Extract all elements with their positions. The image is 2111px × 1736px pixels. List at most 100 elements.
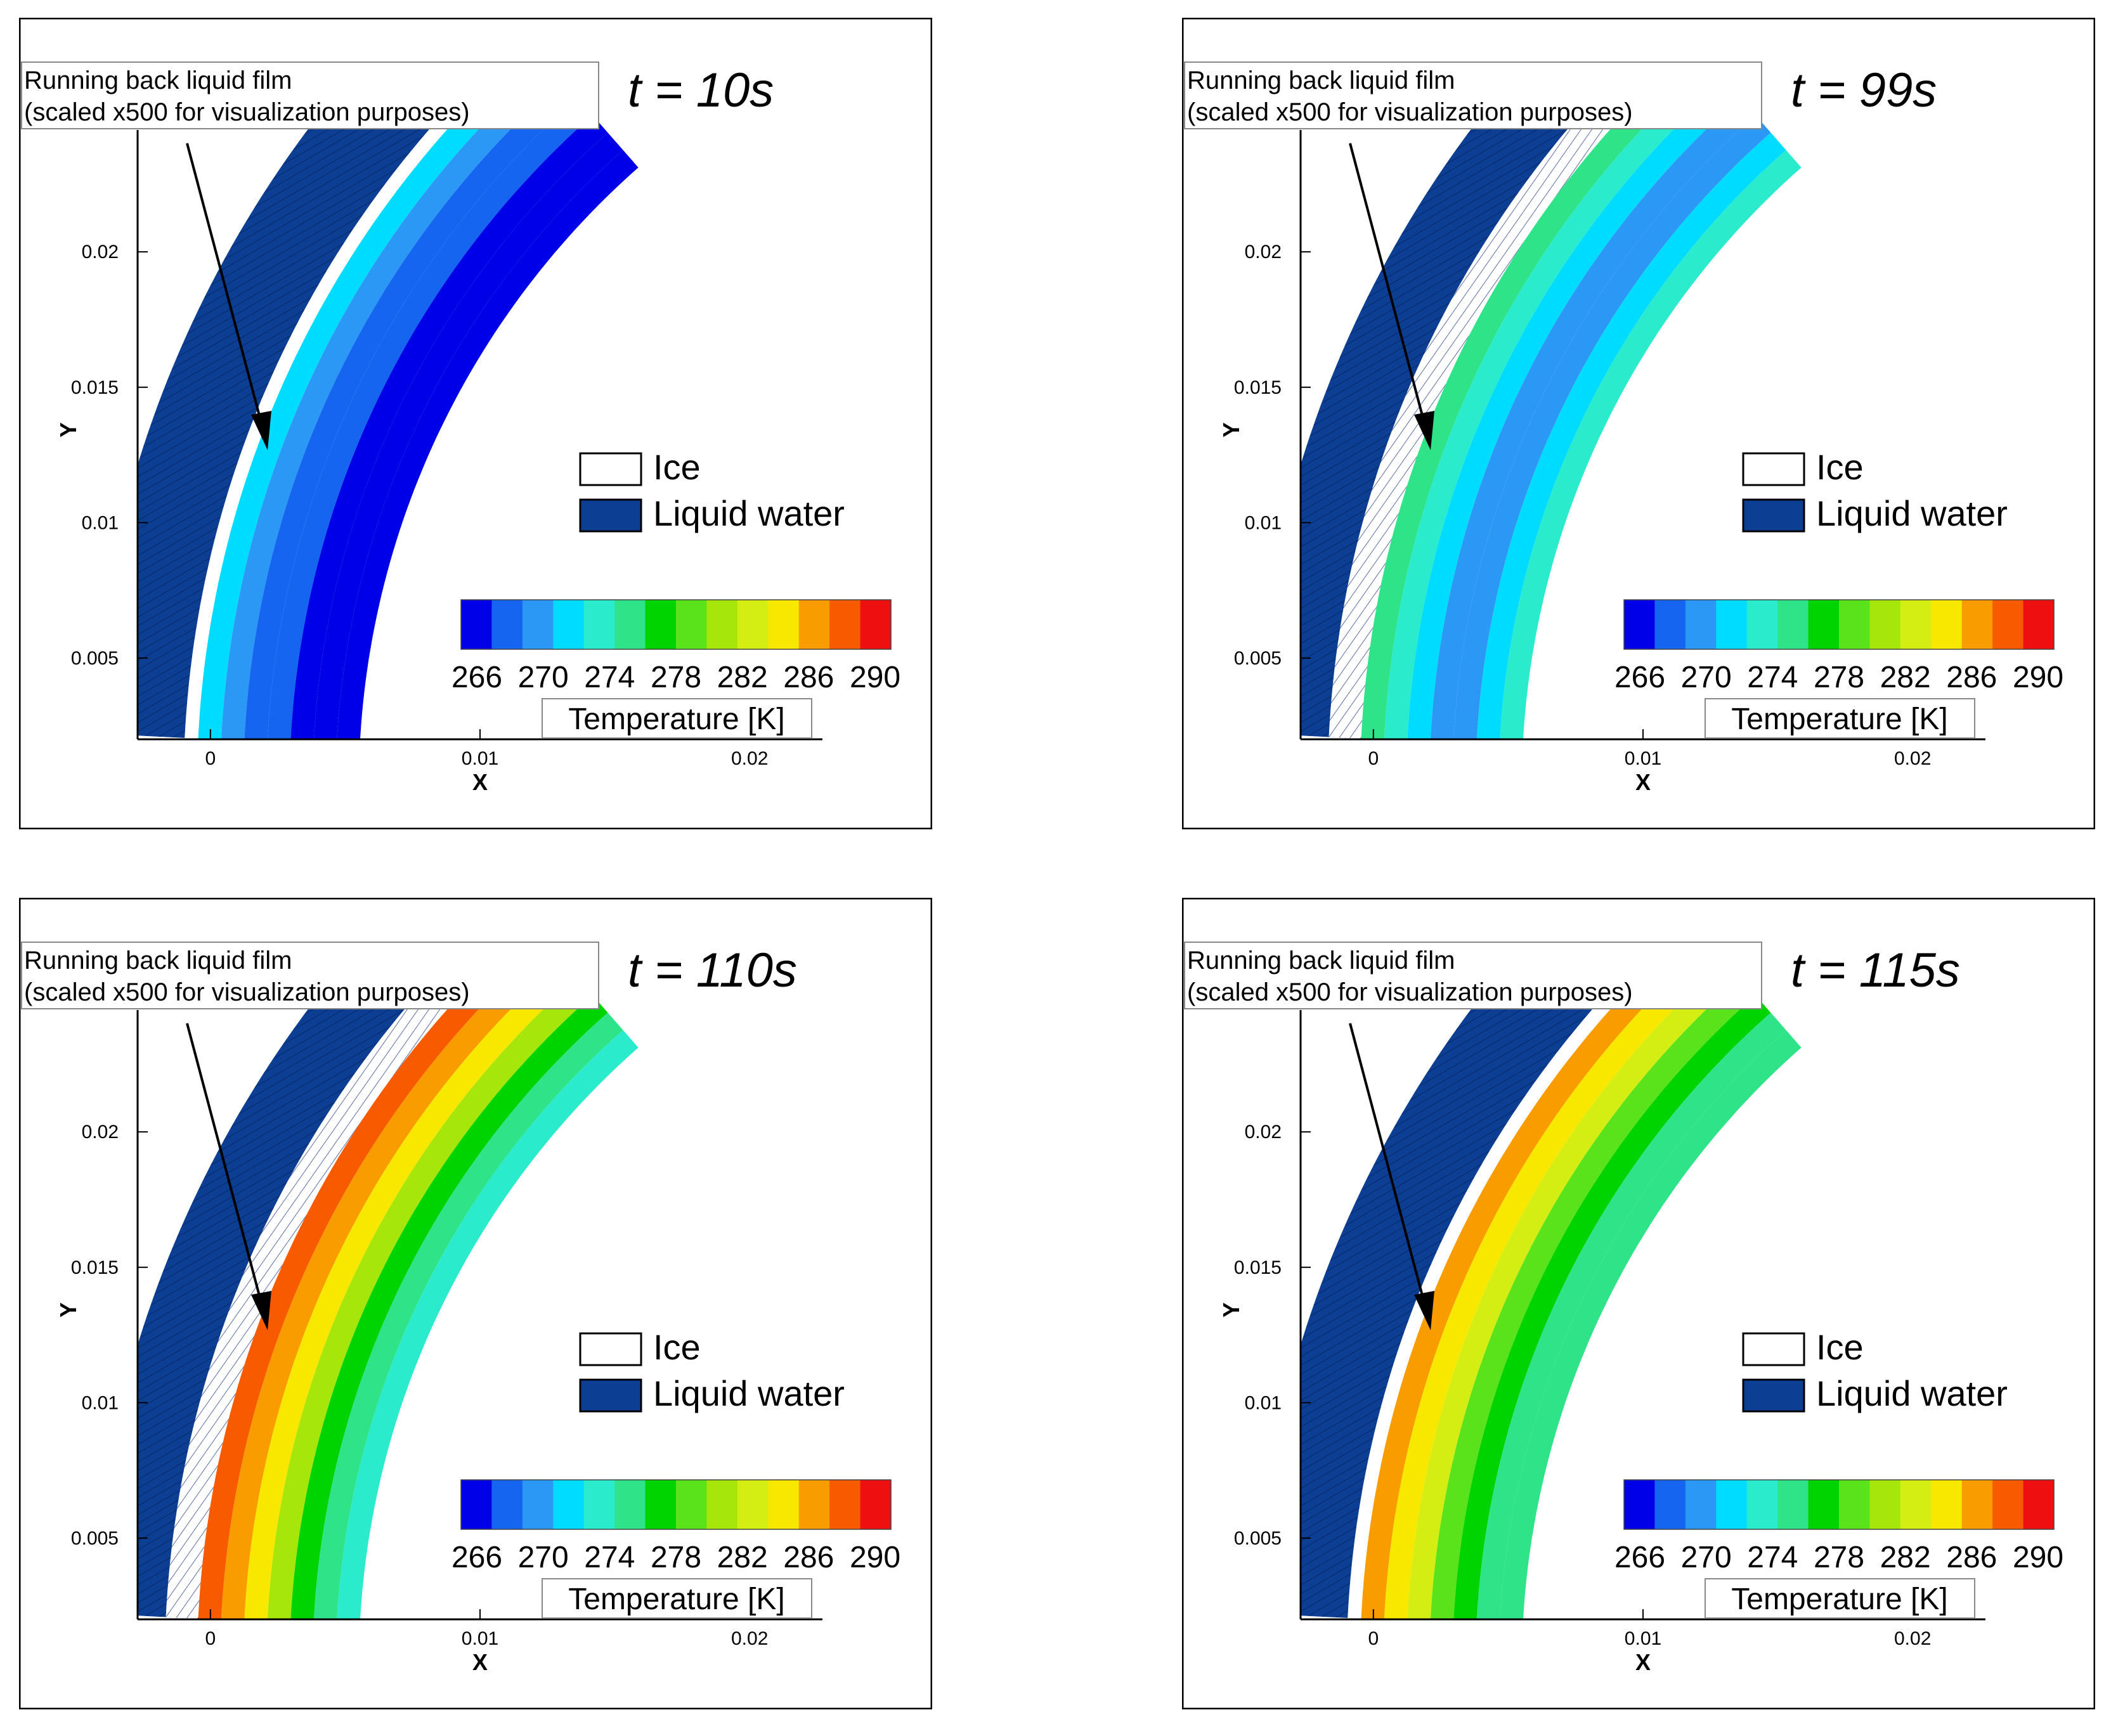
colorbar-swatch (1869, 1480, 1901, 1529)
colorbar-swatch (491, 1480, 523, 1529)
y-axis-label: Y (55, 422, 81, 437)
annotation-arrow (186, 1023, 264, 1311)
plot-panel-3: 0 0.01 0.02 0.005 0.01 0.015 0.02 X Y Running bac… (19, 898, 932, 1709)
colorbar-swatch (491, 600, 523, 649)
y-axis-label: Y (1218, 1302, 1244, 1318)
annotation-arrow (1349, 1023, 1427, 1311)
contour-field (138, 117, 639, 739)
annotation-line-2: (scaled x500 for visualization purposes) (24, 978, 470, 1006)
colorbar-swatch (1746, 1480, 1778, 1529)
x-axis-label: X (472, 769, 488, 795)
legend-water-label: Liquid water (1816, 493, 2008, 533)
colorbar-tick-label: 270 (518, 1541, 569, 1574)
arrow-head (1414, 411, 1434, 450)
annotation-line-2: (scaled x500 for visualization purposes) (1187, 978, 1633, 1006)
colorbar-tick-label: 270 (1681, 661, 1732, 694)
colorbar-tick-label: 270 (518, 661, 569, 694)
colorbar-swatch (860, 1480, 892, 1529)
colorbar-frame (1623, 1479, 2055, 1530)
colorbar-swatch (737, 1480, 769, 1529)
colorbar-swatch (829, 1480, 861, 1529)
x-tick-label: 0.01 (462, 1628, 498, 1649)
colorbar-tick-label: 290 (2013, 1541, 2063, 1574)
plot-panel-1: 0 0.01 0.02 0.005 0.01 0.015 0.02 X Y Running bac… (19, 18, 932, 829)
arrow-head (251, 411, 271, 450)
colorbar-swatch (1685, 1480, 1717, 1529)
liquid-water-region (138, 997, 440, 1618)
colorbar-swatch (1654, 1480, 1686, 1529)
plot-panel-2: 0 0.01 0.02 0.005 0.01 0.015 0.02 X Y Running bac… (1182, 18, 2095, 829)
colorbar-swatch (2023, 600, 2055, 649)
colorbar-swatch (1992, 600, 2024, 649)
liquid-water-region (138, 117, 440, 738)
y-tick-label: 0.02 (82, 242, 119, 262)
colorbar-tick-label: 278 (1814, 661, 1864, 694)
colorbar-swatch (645, 1480, 677, 1529)
colorbar-tick-label: 266 (1614, 1541, 1665, 1574)
colorbar-title: Temperature [K] (1731, 703, 1947, 736)
colorbar-swatch (1808, 1480, 1840, 1529)
colorbar-swatch (1961, 600, 1993, 649)
colorbar-swatch (1746, 600, 1778, 649)
arrow-head (1414, 1291, 1434, 1330)
y-tick-label: 0.01 (82, 1392, 119, 1413)
colorbar-swatch (1900, 600, 1932, 649)
colorbar-swatch (1839, 1480, 1870, 1529)
colorbar-swatch (614, 600, 646, 649)
time-title: t = 10s (628, 63, 774, 117)
colorbar-swatch (1716, 600, 1748, 649)
y-tick-label: 0.02 (1245, 242, 1282, 262)
colorbar-swatch (583, 600, 615, 649)
colorbar-swatch (829, 600, 861, 649)
x-tick-label: 0.01 (462, 748, 498, 769)
colorbar-swatch (522, 1480, 554, 1529)
colorbar-swatch (1685, 600, 1717, 649)
time-title: t = 99s (1791, 63, 1937, 117)
legend-water-label: Liquid water (653, 1373, 845, 1413)
annotation-box (1184, 62, 1762, 129)
annotation-box (1184, 942, 1762, 1009)
legend-ice-swatch (579, 1332, 642, 1366)
colorbar-tick-label: 278 (1814, 1541, 1864, 1574)
annotation-box (21, 942, 599, 1009)
colorbar-swatch (1654, 600, 1686, 649)
colorbar-swatch (737, 600, 769, 649)
y-tick-label: 0.01 (1245, 512, 1282, 533)
colorbar-tick-label: 282 (1880, 1541, 1931, 1574)
legend-water-swatch (1742, 498, 1805, 533)
legend-water-swatch (579, 1378, 642, 1413)
colorbar-swatch (1808, 600, 1840, 649)
annotation-arrow (1349, 143, 1427, 431)
y-tick-label: 0.015 (1234, 377, 1282, 398)
colorbar-swatch (768, 1480, 800, 1529)
plot-svg: 0 0.01 0.02 0.005 0.01 0.015 0.02 X Y Running bac… (19, 898, 932, 1709)
colorbar-swatch (1900, 1480, 1932, 1529)
colorbar-tick-label: 274 (1747, 1541, 1798, 1574)
legend-water-swatch (579, 498, 642, 533)
colorbar-swatch (1931, 1480, 1963, 1529)
y-tick-label: 0.005 (71, 1528, 119, 1549)
colorbar-swatch (798, 600, 830, 649)
colorbar-tick-label: 278 (651, 1541, 701, 1574)
legend-ice-swatch (1742, 1332, 1805, 1366)
x-tick-label: 0 (205, 1628, 216, 1649)
x-tick-label: 0.01 (1625, 1628, 1661, 1649)
colorbar-swatch (706, 600, 738, 649)
colorbar-title: Temperature [K] (568, 1583, 784, 1616)
colorbar-title: Temperature [K] (568, 703, 784, 736)
colorbar-tick-label: 274 (584, 1541, 635, 1574)
colorbar-swatch (1931, 600, 1963, 649)
plot-svg: 0 0.01 0.02 0.005 0.01 0.015 0.02 X Y Running bac… (19, 18, 932, 829)
colorbar-swatch (798, 1480, 830, 1529)
annotation-line-2: (scaled x500 for visualization purposes) (1187, 98, 1633, 126)
x-tick-label: 0.01 (1625, 748, 1661, 769)
colorbar-swatch (1624, 1480, 1655, 1529)
time-title: t = 110s (628, 943, 797, 997)
y-axis-label: Y (1218, 422, 1244, 437)
legend-water-swatch (1742, 1378, 1805, 1413)
colorbar-swatch (614, 1480, 646, 1529)
contour-field (138, 997, 639, 1619)
y-tick-label: 0.015 (71, 1257, 119, 1278)
colorbar-frame (460, 599, 892, 650)
colorbar-tick-label: 286 (783, 1541, 834, 1574)
